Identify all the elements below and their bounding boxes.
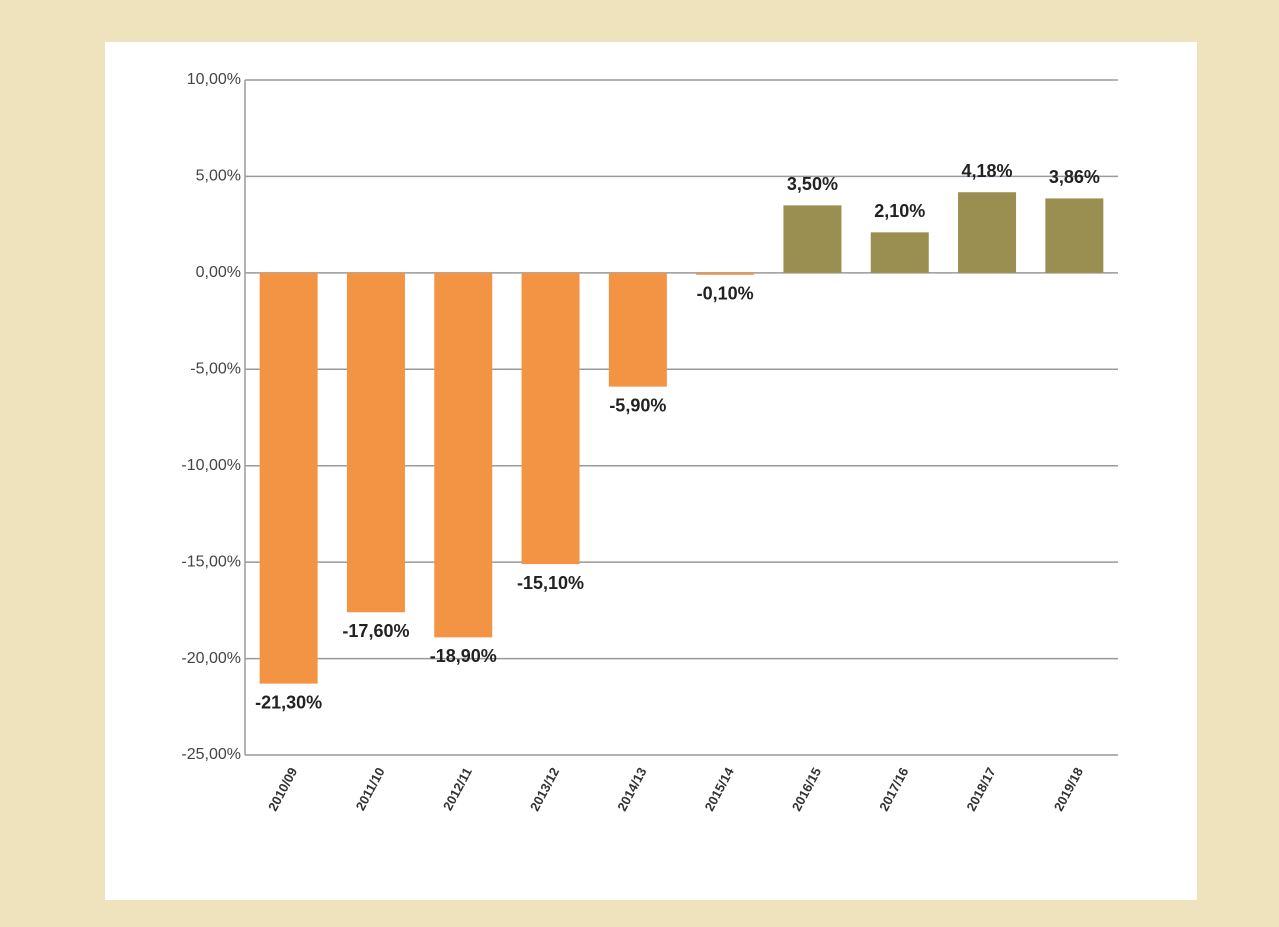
y-tick-label: -20,00%: [181, 650, 241, 667]
bar: [958, 192, 1017, 273]
value-label: -21,30%: [255, 692, 322, 712]
value-label: 3,86%: [1049, 167, 1100, 187]
bar: [608, 272, 667, 387]
y-tick-label: -5,00%: [190, 361, 241, 378]
y-tick-label: -15,00%: [181, 553, 241, 570]
y-tick-label: 5,00%: [196, 168, 241, 185]
value-label: -0,10%: [697, 284, 754, 304]
bar: [783, 205, 842, 273]
bar: [870, 232, 929, 273]
bar: [434, 272, 493, 638]
bar: [1045, 198, 1104, 273]
y-tick-label: -10,00%: [181, 457, 241, 474]
bar: [696, 272, 755, 275]
value-label: -17,60%: [342, 621, 409, 641]
value-label: -5,90%: [609, 395, 666, 415]
bar: [521, 272, 580, 565]
y-tick-label: 0,00%: [196, 264, 241, 281]
value-label: 3,50%: [787, 174, 838, 194]
bar: [346, 272, 405, 613]
value-label: -18,90%: [430, 646, 497, 666]
y-tick-label: 10,00%: [187, 71, 241, 88]
value-label: 4,18%: [962, 161, 1013, 181]
bar: [259, 272, 318, 684]
value-label: 2,10%: [874, 201, 925, 221]
y-tick-label: -25,00%: [181, 746, 241, 763]
value-label: -15,10%: [517, 573, 584, 593]
